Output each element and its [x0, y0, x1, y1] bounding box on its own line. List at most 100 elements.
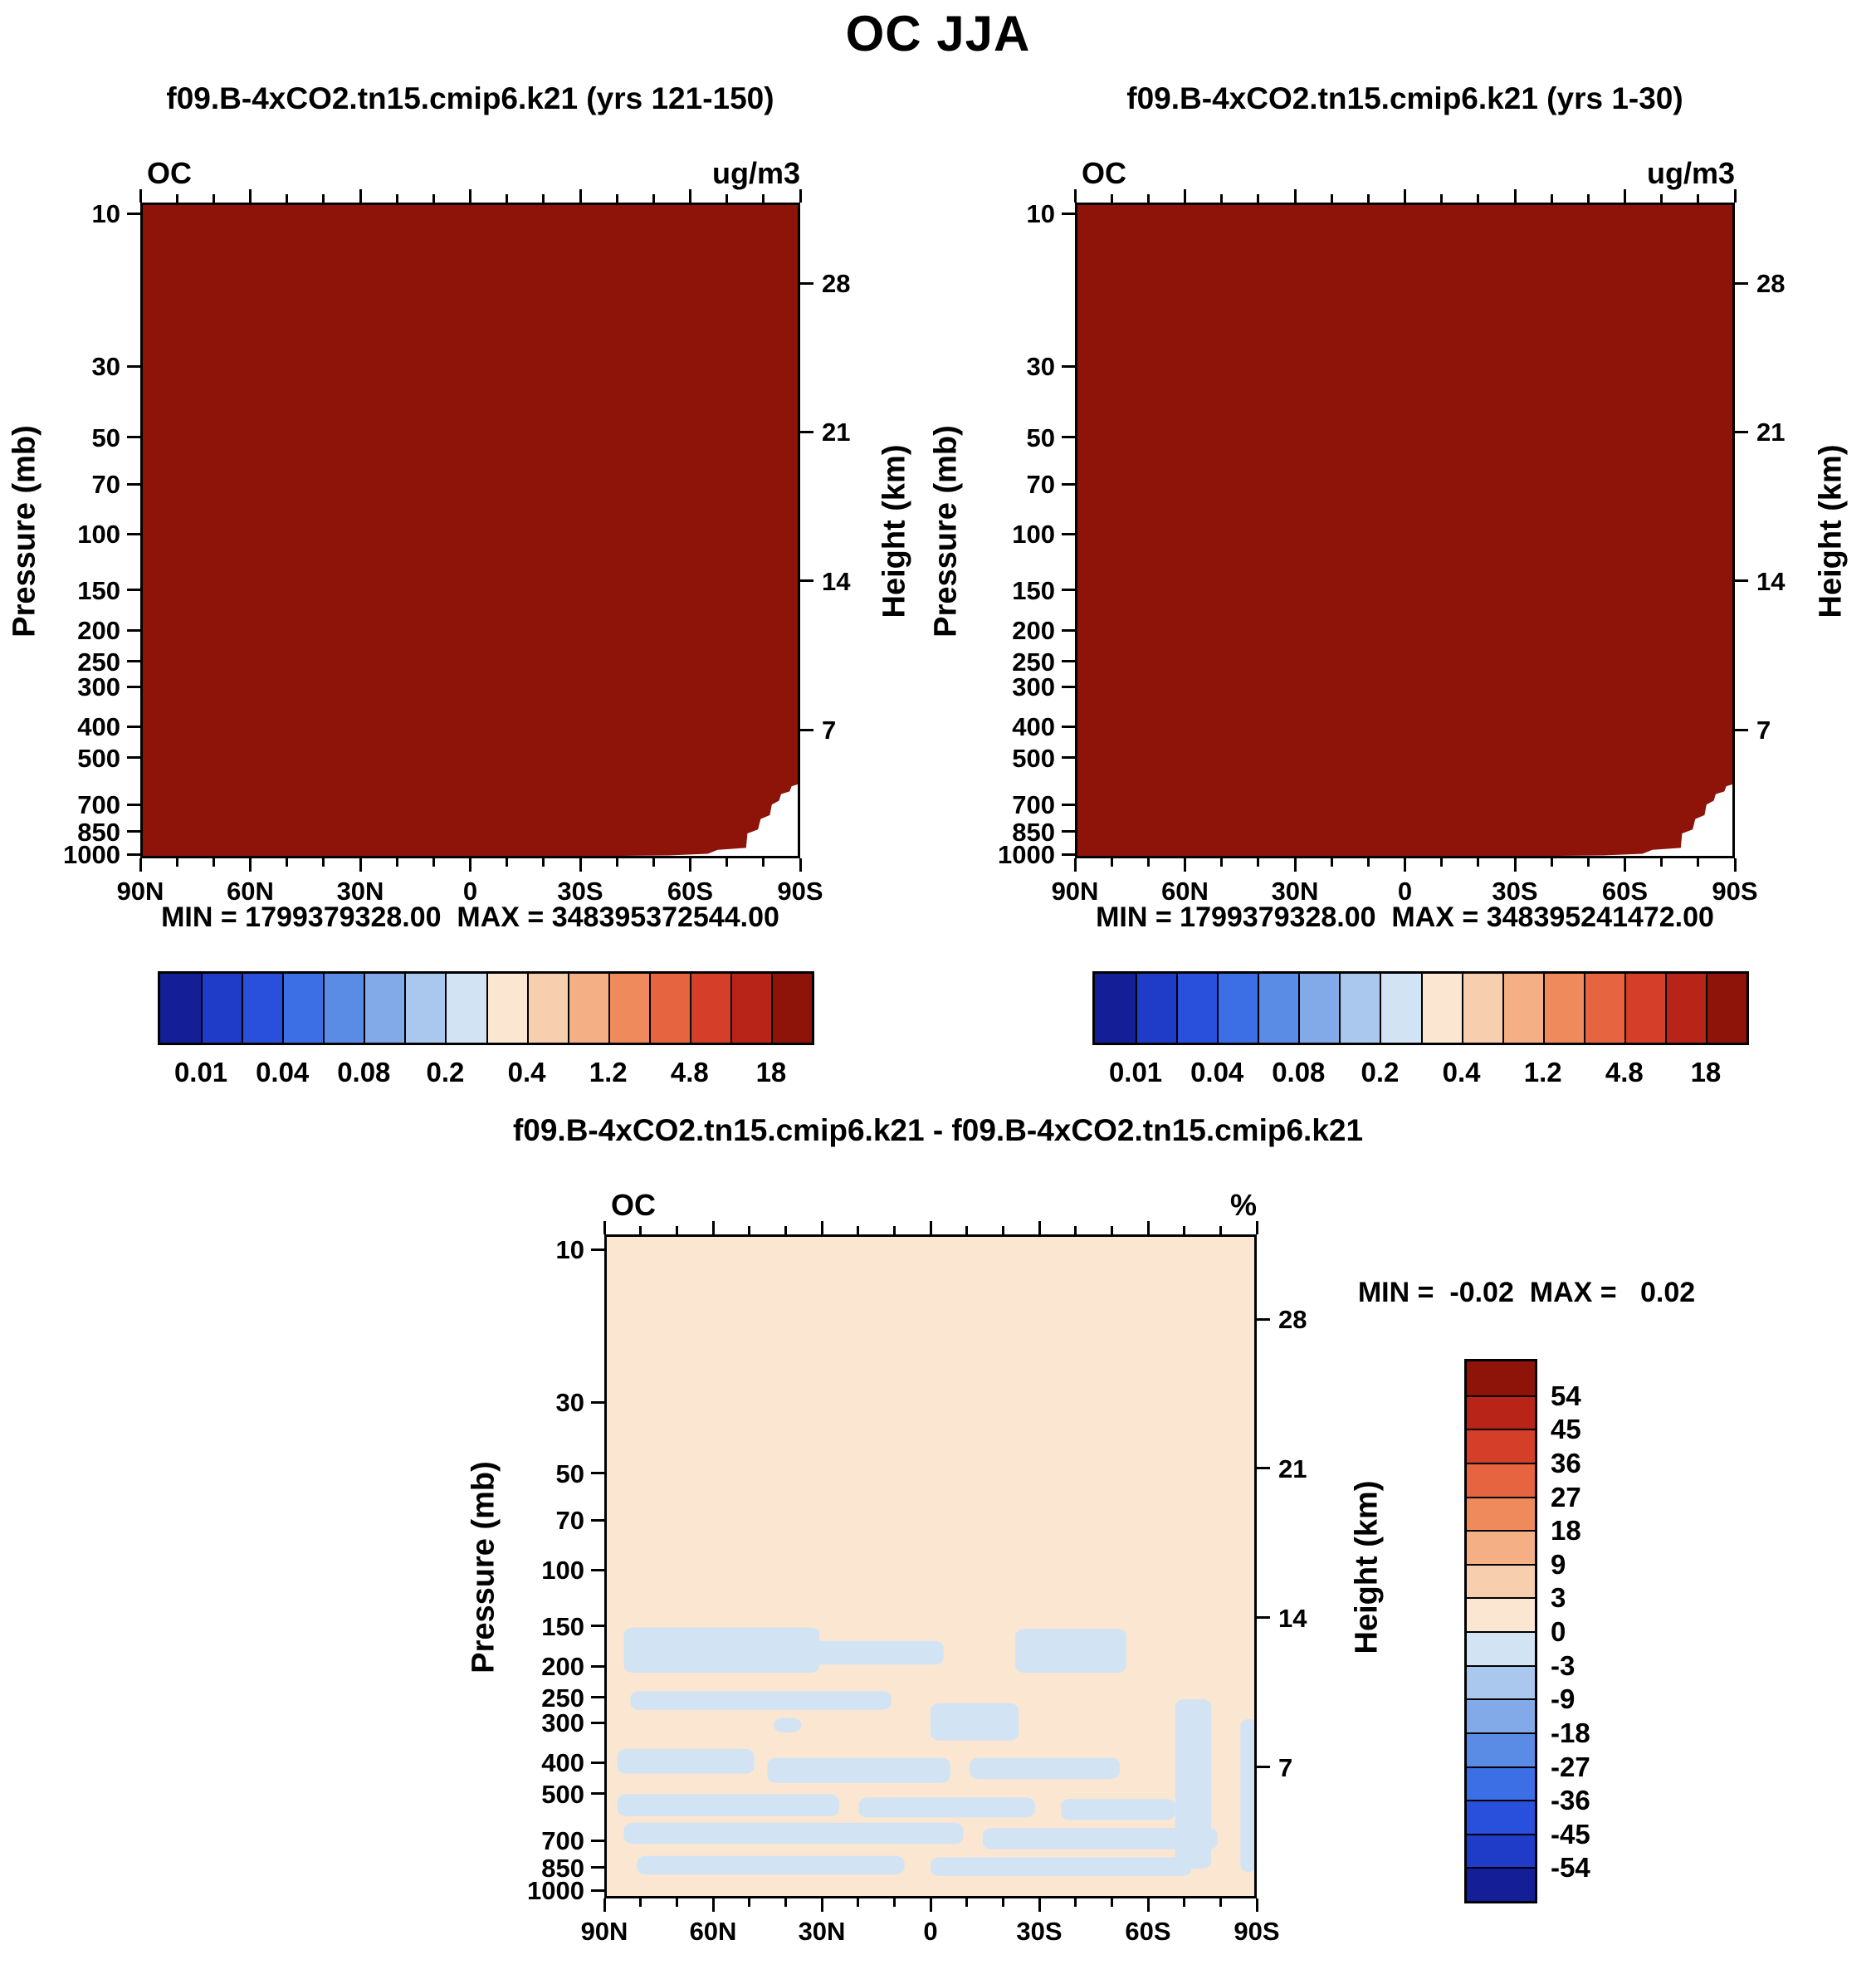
pressure-tick — [591, 1866, 604, 1869]
colorbar-cell — [1467, 1429, 1535, 1463]
colorbar-label: 4.8 — [1605, 1057, 1644, 1087]
pressure-tick — [1062, 853, 1075, 856]
pressure-tick — [591, 1248, 604, 1251]
colorbar-right — [1092, 971, 1749, 1045]
latitude-minor-tick — [1697, 858, 1700, 867]
colorbar-label: 1.2 — [1523, 1057, 1562, 1087]
plot-fill — [140, 203, 800, 858]
colorbar-label: 1.2 — [589, 1057, 628, 1087]
latitude-minor-tick — [1550, 194, 1553, 203]
height-tick — [1257, 1766, 1270, 1769]
height-tick-label: 7 — [822, 716, 837, 745]
latitude-minor-tick — [1001, 1226, 1004, 1234]
height-tick-label: 7 — [1756, 716, 1771, 745]
plot-area-diff — [604, 1234, 1257, 1898]
latitude-tick — [1038, 1221, 1041, 1234]
latitude-minor-tick — [1366, 194, 1370, 203]
pressure-tick-label: 1000 — [527, 1876, 584, 1905]
latitude-minor-tick — [1146, 194, 1150, 203]
latitude-minor-tick — [615, 194, 618, 203]
latitude-minor-tick — [286, 194, 289, 203]
latitude-minor-tick — [542, 194, 545, 203]
pressure-tick-label: 100 — [77, 520, 120, 549]
colorbar-cell — [1542, 974, 1584, 1043]
latitude-minor-tick — [1110, 858, 1113, 867]
latitude-minor-tick — [1220, 858, 1224, 867]
pressure-tick-label: 150 — [541, 1611, 584, 1641]
colorbar-cell — [1502, 974, 1543, 1043]
latitude-tick — [799, 189, 802, 203]
colorbar-cell — [730, 974, 771, 1043]
pressure-tick-label: 10 — [555, 1235, 584, 1264]
height-tick — [800, 281, 813, 285]
pressure-tick — [127, 532, 140, 535]
latitude-minor-tick — [652, 858, 655, 867]
latitude-minor-tick — [1257, 858, 1260, 867]
colorbar-cell — [1467, 1766, 1535, 1801]
latitude-minor-tick — [1074, 1226, 1077, 1234]
latitude-minor-tick — [965, 1226, 969, 1234]
colorbar-cell — [1095, 974, 1136, 1043]
latitude-tick — [1293, 189, 1297, 203]
latitude-minor-tick — [1183, 1898, 1186, 1907]
latitude-minor-tick — [432, 858, 435, 867]
panel-left-units-label: ug/m3 — [711, 156, 800, 190]
pressure-tick-label: 200 — [1012, 616, 1055, 646]
negative-anomaly-patch — [630, 1691, 892, 1710]
latitude-tick-label: 60N — [1161, 877, 1209, 906]
latitude-minor-tick — [175, 194, 178, 203]
latitude-minor-tick — [1257, 194, 1260, 203]
pressure-tick — [1062, 532, 1075, 535]
latitude-tick — [1513, 189, 1517, 203]
latitude-minor-tick — [322, 194, 325, 203]
height-tick — [1735, 430, 1748, 433]
colorbar-label: 54 — [1551, 1380, 1581, 1411]
colorbar-cell — [608, 974, 649, 1043]
colorbar-cell — [1467, 1496, 1535, 1531]
height-tick — [1735, 281, 1748, 285]
colorbar-cell — [1467, 1698, 1535, 1732]
figure-title: OC JJA — [845, 6, 1031, 61]
colorbar-cell — [526, 974, 568, 1043]
pressure-tick — [591, 1664, 604, 1668]
colorbar-label: 0.04 — [256, 1057, 310, 1087]
colorbar-label: -18 — [1551, 1717, 1590, 1748]
pressure-tick-label: 850 — [541, 1853, 584, 1883]
pressure-tick-label: 100 — [541, 1556, 584, 1585]
colorbar-cell — [1624, 974, 1665, 1043]
negative-anomaly-patch — [1061, 1799, 1175, 1820]
latitude-minor-tick — [1219, 1226, 1222, 1234]
latitude-tick — [820, 1221, 823, 1234]
latitude-tick — [711, 1898, 715, 1912]
latitude-tick — [359, 189, 362, 203]
latitude-minor-tick — [1219, 1898, 1222, 1907]
colorbar-cell — [1461, 974, 1502, 1043]
height-tick-label: 28 — [1756, 269, 1786, 298]
height-tick-label: 14 — [1278, 1603, 1307, 1633]
pressure-tick — [591, 1518, 604, 1522]
pressure-tick-label: 850 — [77, 817, 120, 847]
colorbar-cell — [1467, 1664, 1535, 1699]
latitude-minor-tick — [1001, 1898, 1004, 1907]
colorbar-cell — [1467, 1563, 1535, 1598]
latitude-tick — [579, 189, 582, 203]
latitude-minor-tick — [1146, 858, 1150, 867]
panel-diff-height-axis-label: Height (km) — [1349, 1480, 1385, 1654]
colorbar-label: 0 — [1551, 1616, 1566, 1647]
latitude-tick-label: 90N — [116, 877, 164, 906]
pressure-tick-label: 250 — [541, 1683, 584, 1713]
pressure-tick-label: 30 — [555, 1388, 584, 1418]
pressure-tick — [591, 1889, 604, 1892]
latitude-minor-tick — [1074, 1898, 1077, 1907]
latitude-minor-tick — [1550, 858, 1553, 867]
latitude-minor-tick — [1110, 194, 1113, 203]
colorbar-cell — [648, 974, 690, 1043]
colorbar-label: -45 — [1551, 1818, 1590, 1850]
colorbar-cell — [323, 974, 364, 1043]
surface-gap — [1536, 783, 1735, 858]
colorbar-cell — [1583, 974, 1624, 1043]
colorbar-cell — [364, 974, 405, 1043]
colorbar-cell — [1467, 1462, 1535, 1497]
latitude-tick-label: 30N — [1271, 877, 1319, 906]
